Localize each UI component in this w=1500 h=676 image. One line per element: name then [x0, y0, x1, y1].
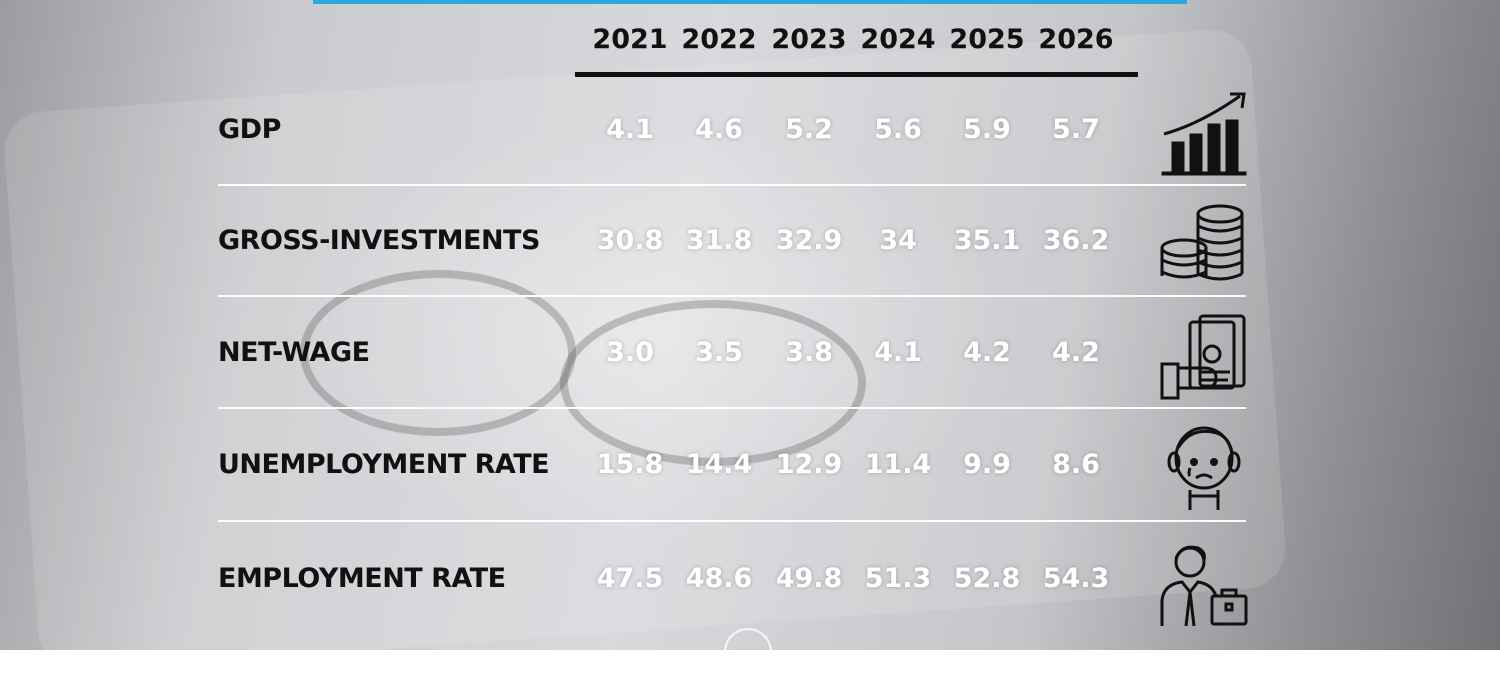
table-cell: 52.8: [953, 563, 1021, 594]
year-header-cell: 2024: [860, 24, 936, 55]
header-rule: [575, 72, 1138, 77]
row-label: GROSS-INVESTMENTS: [218, 225, 540, 256]
table-cell: 4.6: [695, 114, 743, 145]
table-cell: 11.4: [864, 449, 932, 480]
table-cell: 49.8: [775, 563, 843, 594]
table-cell: 12.9: [775, 449, 843, 480]
table-cell: 3.0: [606, 337, 654, 368]
row-separator: [218, 184, 1246, 186]
table-cell: 31.8: [685, 225, 753, 256]
table-cell: 4.1: [874, 337, 922, 368]
table-cell: 9.9: [963, 449, 1011, 480]
table-cell: 5.7: [1052, 114, 1100, 145]
sad-person-icon: [1167, 426, 1241, 510]
table-cell: 14.4: [685, 449, 753, 480]
table-cell: 30.8: [596, 225, 664, 256]
table-cell: 4.2: [963, 337, 1011, 368]
row-separator: [218, 295, 1246, 297]
businessman-briefcase-icon: [1160, 545, 1248, 627]
table-cell: 35.1: [953, 225, 1021, 256]
emblem-seal: [724, 628, 772, 676]
row-label: GDP: [218, 114, 281, 145]
table-cell: 8.6: [1052, 449, 1100, 480]
table-cell: 3.5: [695, 337, 743, 368]
table-cell: 32.9: [775, 225, 843, 256]
growth-chart-icon: [1161, 92, 1247, 176]
table-cell: 3.8: [785, 337, 833, 368]
hand-money-icon: [1160, 314, 1246, 400]
year-header-cell: 2021: [592, 24, 668, 55]
row-separator: [218, 407, 1246, 409]
row-label: UNEMPLOYMENT RATE: [218, 449, 550, 480]
table-cell: 54.3: [1042, 563, 1110, 594]
glasses-lens-right: [560, 300, 866, 466]
table-cell: 47.5: [596, 563, 664, 594]
table-cell: 48.6: [685, 563, 753, 594]
table-cell: 4.1: [606, 114, 654, 145]
table-cell: 5.6: [874, 114, 922, 145]
table-cell: 51.3: [864, 563, 932, 594]
row-label: EMPLOYMENT RATE: [218, 563, 506, 594]
background-photo: [0, 0, 1500, 650]
year-header-cell: 2025: [949, 24, 1025, 55]
accent-bar: [313, 0, 1187, 4]
table-cell: 15.8: [596, 449, 664, 480]
table-cell: 5.9: [963, 114, 1011, 145]
table-cell: 5.2: [785, 114, 833, 145]
table-cell: 34: [879, 225, 917, 256]
row-label: NET-WAGE: [218, 337, 370, 368]
row-separator: [218, 520, 1246, 522]
year-header-cell: 2026: [1038, 24, 1114, 55]
table-cell: 36.2: [1042, 225, 1110, 256]
year-header-cell: 2023: [771, 24, 847, 55]
table-cell: 4.2: [1052, 337, 1100, 368]
coin-stacks-icon: [1160, 204, 1244, 281]
year-header-cell: 2022: [681, 24, 757, 55]
